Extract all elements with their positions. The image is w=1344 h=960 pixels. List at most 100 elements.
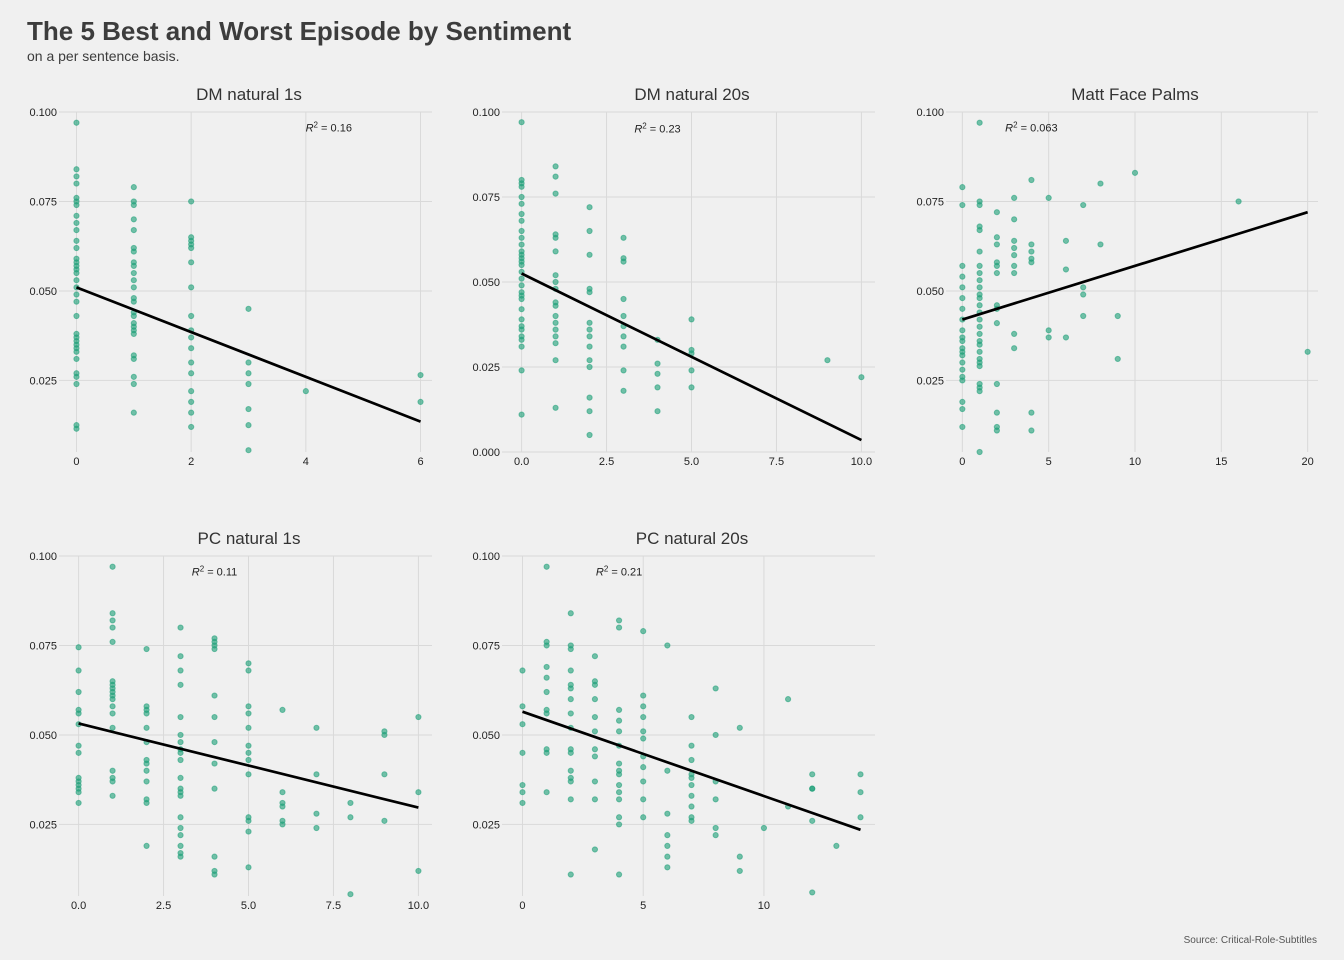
data-point xyxy=(586,408,593,415)
data-point xyxy=(640,628,647,635)
data-point xyxy=(620,258,627,265)
data-point xyxy=(654,384,661,391)
data-point xyxy=(543,688,550,696)
data-point xyxy=(552,278,559,286)
x-tick-label: 0 xyxy=(73,456,79,468)
data-point xyxy=(784,696,792,703)
data-point xyxy=(1028,176,1035,184)
data-point xyxy=(188,388,195,395)
data-point xyxy=(177,667,184,674)
data-point xyxy=(1304,348,1311,355)
data-point xyxy=(552,319,559,326)
data-point xyxy=(143,842,150,849)
data-point xyxy=(976,323,983,330)
data-point xyxy=(519,781,526,789)
data-point xyxy=(620,333,627,340)
data-point xyxy=(188,423,195,431)
data-point xyxy=(543,674,550,681)
data-point xyxy=(586,431,593,439)
data-point xyxy=(688,792,695,799)
data-point xyxy=(976,363,983,370)
data-point xyxy=(519,749,526,756)
data-point xyxy=(73,298,80,305)
data-point xyxy=(688,742,695,749)
data-point xyxy=(809,771,816,778)
data-point xyxy=(1062,266,1070,273)
data-point xyxy=(1011,237,1018,244)
x-tick-label: 2 xyxy=(188,456,194,468)
data-point xyxy=(518,217,525,224)
data-point xyxy=(959,359,966,366)
data-point xyxy=(73,119,80,126)
data-point xyxy=(809,785,816,792)
data-point xyxy=(664,842,671,849)
data-point xyxy=(519,703,526,710)
data-point xyxy=(73,244,80,252)
data-point xyxy=(976,262,983,269)
data-point xyxy=(130,184,137,191)
data-point xyxy=(518,275,525,282)
data-point xyxy=(73,237,80,244)
data-point xyxy=(1235,198,1242,205)
data-point xyxy=(347,814,354,821)
data-point xyxy=(279,789,286,796)
data-point xyxy=(736,867,743,875)
data-point xyxy=(615,624,623,631)
data-point xyxy=(518,282,525,289)
data-point xyxy=(959,405,966,413)
data-point xyxy=(245,864,252,871)
data-point xyxy=(976,227,983,234)
data-point xyxy=(993,209,1000,216)
data-point xyxy=(109,617,116,624)
data-point xyxy=(177,774,184,781)
data-point xyxy=(654,370,661,377)
x-tick-label: 7.5 xyxy=(769,456,784,468)
y-tick-label: 0.075 xyxy=(29,196,57,208)
data-point xyxy=(591,778,599,785)
data-point xyxy=(279,803,286,810)
data-point xyxy=(245,771,252,778)
data-point xyxy=(620,234,627,241)
data-point xyxy=(552,173,559,180)
data-point xyxy=(73,348,80,355)
data-point xyxy=(188,244,195,252)
data-point xyxy=(993,409,1000,416)
data-point xyxy=(130,269,137,277)
data-point xyxy=(586,343,593,350)
data-point xyxy=(586,251,593,258)
data-point xyxy=(75,799,82,807)
data-point xyxy=(177,653,184,660)
facet-panel: DM natural 1s 0 2 4 6 0.025 0.050 0.075 0.100 R2 … xyxy=(29,85,432,468)
y-tick-label: 0.100 xyxy=(472,551,500,563)
data-point xyxy=(857,814,864,821)
data-point xyxy=(313,810,320,817)
y-tick-label: 0.025 xyxy=(29,375,57,387)
y-tick-label: 0.050 xyxy=(29,730,57,742)
x-tick-label: 15 xyxy=(1215,456,1227,468)
data-point xyxy=(552,302,559,309)
data-point xyxy=(543,710,550,717)
data-point xyxy=(519,721,526,728)
data-point xyxy=(586,333,593,340)
data-point xyxy=(615,821,623,828)
x-tick-label: 2.5 xyxy=(599,456,614,468)
chart-title: The 5 Best and Worst Episode by Sentimen… xyxy=(27,16,572,46)
data-point xyxy=(640,796,647,803)
y-tick-label: 0.050 xyxy=(916,286,944,298)
data-point xyxy=(518,119,525,126)
data-point xyxy=(959,352,966,359)
data-point xyxy=(177,681,184,688)
data-point xyxy=(188,198,195,205)
data-point xyxy=(177,832,184,839)
data-point xyxy=(109,778,116,785)
data-point xyxy=(245,447,252,454)
data-point xyxy=(959,273,966,280)
data-point xyxy=(552,163,559,170)
data-point xyxy=(615,789,623,796)
data-point xyxy=(188,409,195,416)
data-point xyxy=(552,312,559,320)
data-point xyxy=(688,713,695,721)
panel-title: PC natural 20s xyxy=(636,529,748,548)
y-tick-label: 0.050 xyxy=(29,286,57,298)
data-point xyxy=(211,760,218,767)
